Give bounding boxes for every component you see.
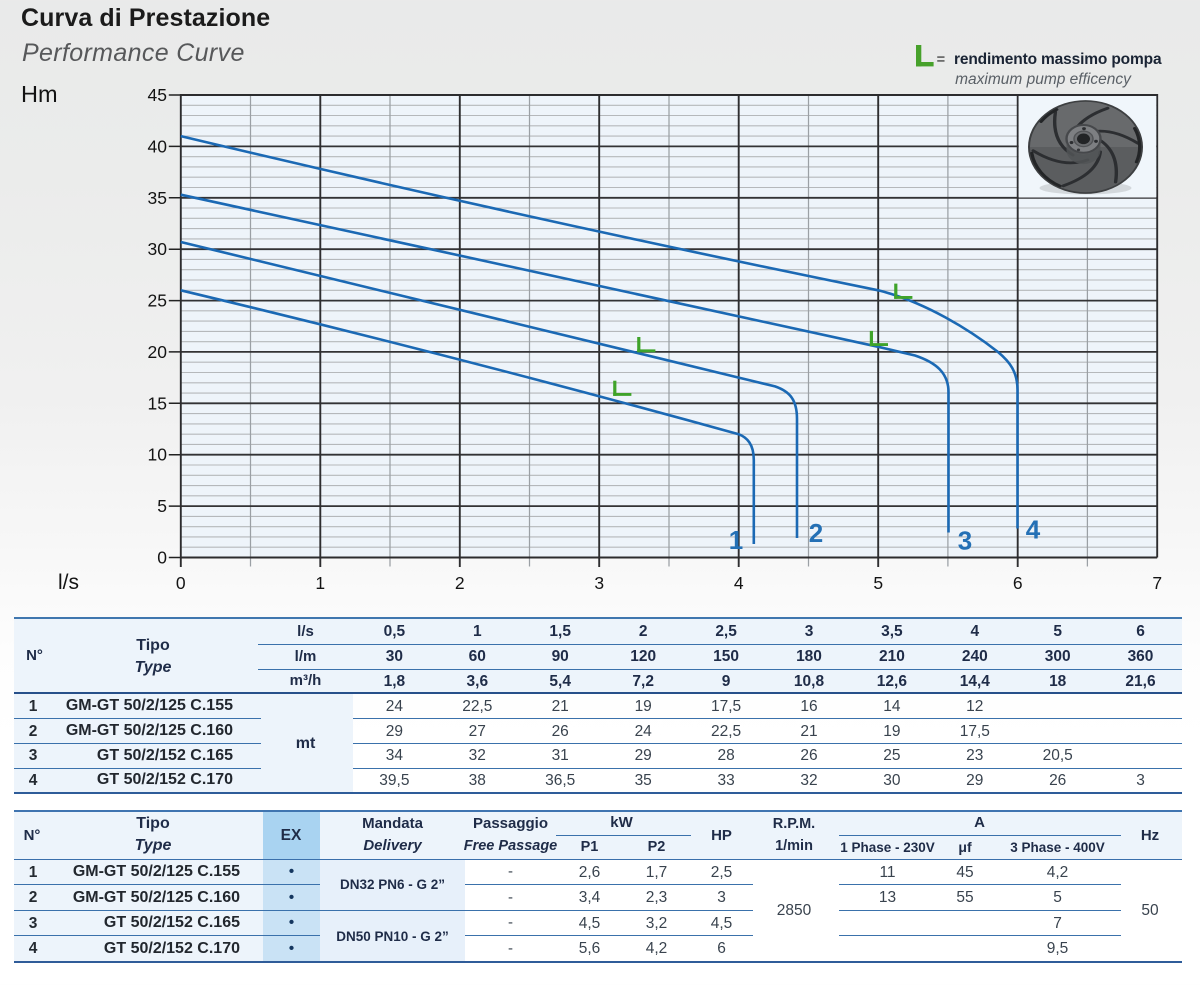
svg-text:2: 2 <box>809 518 823 548</box>
svg-text:3: 3 <box>958 526 972 556</box>
svg-text:5: 5 <box>157 496 167 516</box>
svg-text:10: 10 <box>148 445 168 465</box>
svg-text:15: 15 <box>148 393 167 413</box>
svg-text:30: 30 <box>148 239 168 259</box>
svg-text:7: 7 <box>1152 573 1162 593</box>
svg-text:25: 25 <box>148 291 167 311</box>
svg-text:35: 35 <box>148 188 167 208</box>
svg-text:4: 4 <box>734 573 744 593</box>
svg-text:l/s: l/s <box>58 571 79 594</box>
svg-text:3: 3 <box>594 573 604 593</box>
svg-text:4: 4 <box>1026 515 1041 545</box>
svg-text:0: 0 <box>176 573 186 593</box>
svg-text:1: 1 <box>315 573 325 593</box>
svg-text:20: 20 <box>148 342 168 362</box>
svg-text:5: 5 <box>873 573 883 593</box>
svg-text:40: 40 <box>148 136 168 156</box>
svg-text:6: 6 <box>1013 573 1023 593</box>
svg-text:1: 1 <box>729 525 743 555</box>
svg-text:Hm: Hm <box>21 81 58 107</box>
svg-text:45: 45 <box>148 85 167 105</box>
svg-text:2: 2 <box>455 573 465 593</box>
svg-text:0: 0 <box>157 548 167 568</box>
